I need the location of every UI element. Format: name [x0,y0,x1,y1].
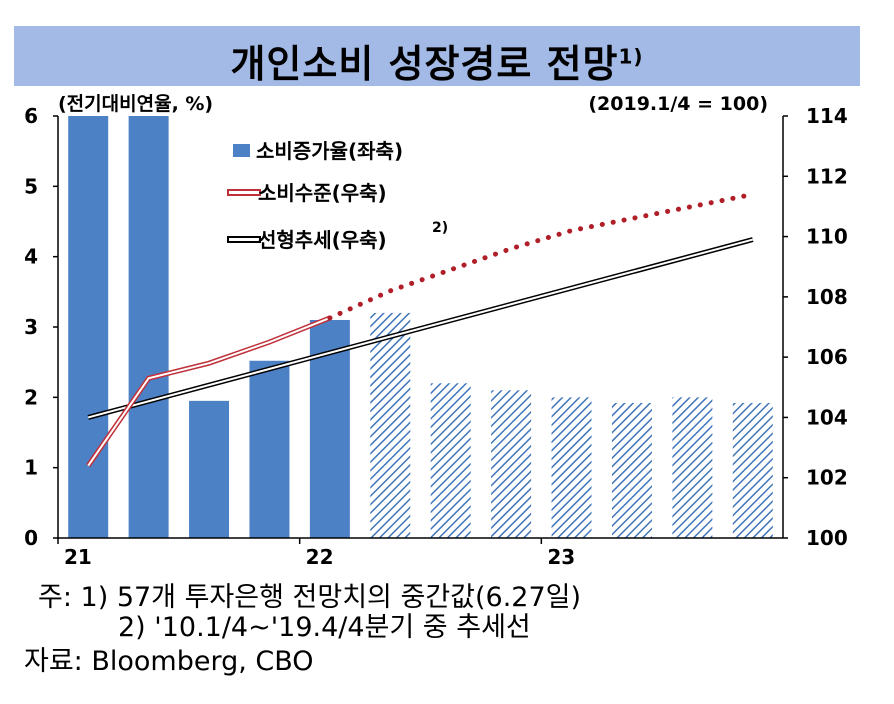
chart-title-footnote-mark: 1) [618,44,644,68]
legend-label-level: 소비수준(우축) [258,181,387,205]
note-1: 주: 1) 57개 투자은행 전망치의 중간값(6.27일) [38,582,582,613]
x-tick-label: 22 [306,545,334,569]
y-right-tick-label: 110 [806,225,848,249]
y-left-tick-label: 5 [24,174,38,198]
legend-swatch-level [227,189,261,196]
note-2: 2) '10.1/4~'19.4/4분기 중 추세선 [118,612,531,643]
y-left-tick-label: 0 [24,526,38,550]
y-left-tick-label: 2 [24,385,38,409]
chart-title-text: 개인소비 성장경로 전망 [230,41,619,86]
y-left-tick-label: 6 [24,104,38,128]
legend: 소비증가율(좌축) 소비수준(우축) 선형추세(우축) 2) [227,139,448,252]
legend-label-bars: 소비증가율(좌축) [256,139,403,163]
y-left-tick-label: 4 [24,245,38,269]
y-right-tick-label: 102 [806,466,848,490]
level-forecast-line [327,191,756,321]
x-tick-label: 21 [64,545,92,569]
level-line [87,317,331,467]
bar-forecast [551,397,592,538]
y-right-tick-label: 112 [806,164,848,188]
legend-label-trend: 선형추세(우축) [258,228,387,252]
left-axis-unit: (전기대비연율, %) [58,93,213,115]
bar-forecast [732,402,773,538]
bar-forecast [611,402,652,538]
y-right-tick-label: 106 [806,345,848,369]
right-axis-unit: (2019.1/4 = 100) [588,93,768,115]
bar-forecast [491,390,532,538]
note-source: 자료: Bloomberg, CBO [24,646,314,677]
y-right-tick-label: 104 [806,405,848,429]
legend-swatch-trend [227,236,261,243]
y-right-tick-label: 114 [806,104,848,128]
bar [249,360,290,538]
y-right-tick-label: 108 [806,285,848,309]
chart: (전기대비연율, %) (2019.1/4 = 100) 01234561001… [24,93,848,569]
legend-trend-footnote-mark: 2) [432,220,448,236]
y-left-tick-label: 3 [24,315,38,339]
y-right-tick-label: 100 [806,526,848,550]
trend-line [87,238,754,419]
chart-title: 개인소비 성장경로 전망1) [230,42,643,86]
bar-forecast [430,383,471,538]
x-tick-label: 23 [547,545,575,569]
legend-swatch-bars [233,144,250,157]
y-left-tick-label: 1 [24,456,38,480]
title-bar: 개인소비 성장경로 전망1) [14,26,860,86]
bar [68,116,109,538]
bar-forecast [370,312,411,538]
bar [128,116,169,538]
bar [189,400,230,538]
bar-forecast [672,397,713,538]
